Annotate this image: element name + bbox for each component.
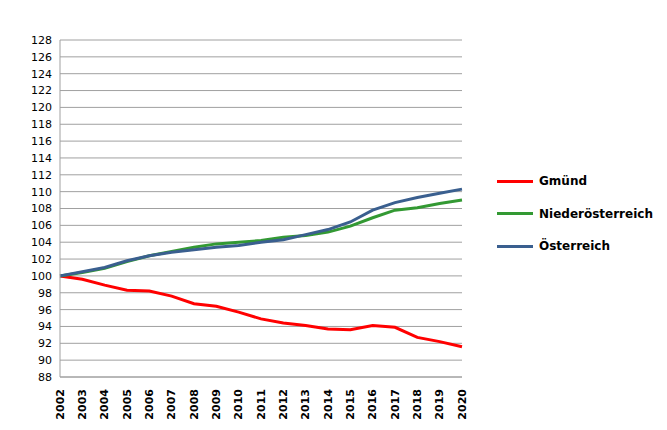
svg-text:120: 120: [31, 101, 52, 114]
svg-text:96: 96: [38, 304, 52, 317]
svg-text:92: 92: [38, 337, 52, 350]
svg-text:2006: 2006: [143, 389, 156, 420]
svg-text:108: 108: [31, 202, 52, 215]
svg-text:2012: 2012: [277, 389, 290, 420]
svg-text:2003: 2003: [76, 389, 89, 420]
svg-text:2019: 2019: [433, 389, 446, 420]
svg-text:2015: 2015: [344, 389, 357, 420]
svg-text:124: 124: [31, 68, 52, 81]
svg-text:2009: 2009: [210, 389, 223, 420]
svg-text:2004: 2004: [98, 389, 111, 420]
svg-text:2014: 2014: [322, 389, 335, 420]
svg-text:126: 126: [31, 51, 52, 64]
svg-text:90: 90: [38, 354, 52, 367]
html-text:Österreich: Österreich: [539, 239, 610, 254]
svg-text:114: 114: [31, 152, 52, 165]
svg-text:98: 98: [38, 287, 52, 300]
svg-text:2016: 2016: [366, 389, 379, 420]
svg-text:94: 94: [38, 320, 52, 333]
svg-text:104: 104: [31, 236, 52, 249]
svg-text:2002: 2002: [54, 389, 67, 420]
svg-text:112: 112: [31, 169, 52, 182]
svg-text:116: 116: [31, 135, 52, 148]
svg-text:110: 110: [31, 186, 52, 199]
svg-text:2017: 2017: [389, 389, 402, 420]
svg-text:2007: 2007: [165, 389, 178, 420]
svg-text:2018: 2018: [411, 389, 424, 420]
svg-text:2020: 2020: [456, 389, 469, 420]
svg-text:118: 118: [31, 118, 52, 131]
svg-text:88: 88: [38, 371, 52, 384]
svg-text:2013: 2013: [299, 389, 312, 420]
svg-text:2010: 2010: [232, 389, 245, 420]
svg-text:128: 128: [31, 34, 52, 47]
svg-text:102: 102: [31, 253, 52, 266]
svg-text:2005: 2005: [121, 389, 134, 420]
svg-text:106: 106: [31, 219, 52, 232]
svg-text:100: 100: [31, 270, 52, 283]
svg-text:122: 122: [31, 84, 52, 97]
html-text:Gmünd: Gmünd: [539, 174, 587, 189]
svg-text:2008: 2008: [188, 389, 201, 420]
svg-text:2011: 2011: [255, 389, 268, 420]
html-text:Niederösterreich: Niederösterreich: [539, 206, 653, 221]
